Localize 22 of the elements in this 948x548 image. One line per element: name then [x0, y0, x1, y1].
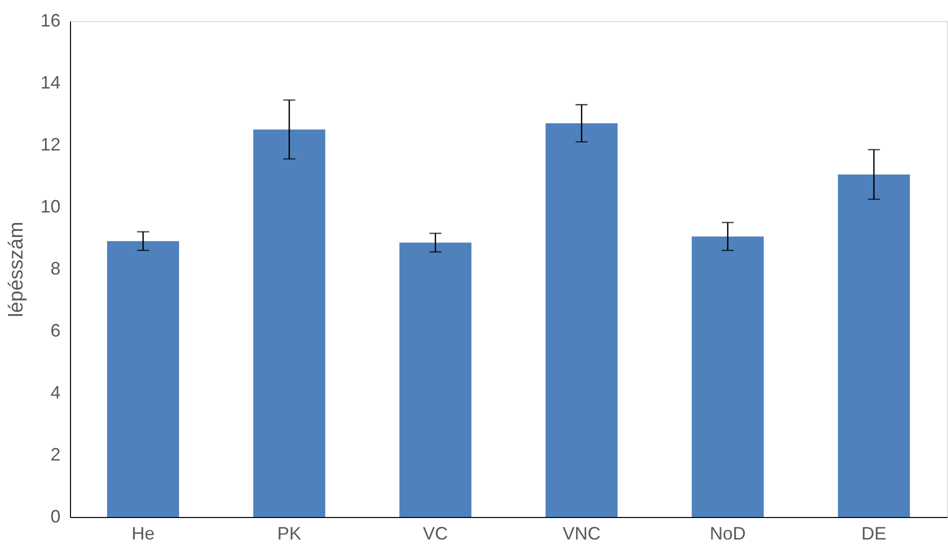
y-tick-label: 2: [50, 444, 60, 464]
x-tick-label: He: [132, 524, 155, 544]
x-tick-label: VC: [422, 524, 448, 544]
y-tick-label: 14: [40, 72, 60, 92]
y-tick-label: 16: [40, 10, 60, 30]
y-tick-label: 0: [50, 506, 60, 526]
y-tick-label: 12: [40, 134, 60, 154]
y-tick-label: 4: [50, 382, 60, 402]
x-tick-label: NoD: [710, 524, 746, 544]
y-tick-label: 10: [40, 196, 60, 216]
bar: [107, 241, 180, 517]
bar: [253, 130, 326, 517]
bar: [692, 236, 764, 517]
bar: [546, 123, 618, 517]
bar: [399, 242, 472, 517]
y-axis-title: lépésszám: [5, 222, 28, 318]
x-tick-label: PK: [277, 524, 302, 544]
x-tick-label: DE: [861, 524, 886, 544]
bar: [838, 174, 910, 517]
x-tick-label: VNC: [562, 524, 601, 544]
y-tick-label: 6: [50, 320, 60, 340]
y-tick-label: 8: [50, 258, 60, 278]
